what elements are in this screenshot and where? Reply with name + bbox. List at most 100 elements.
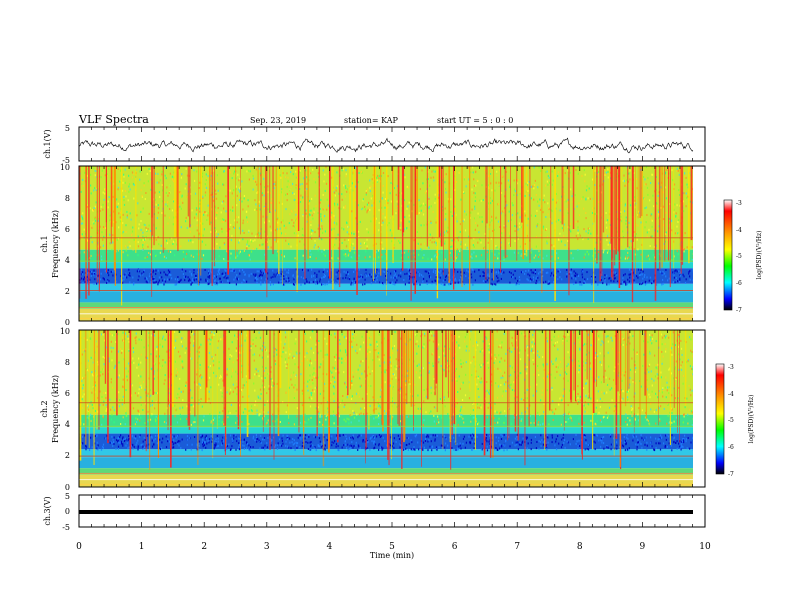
spectrogram-cell: [128, 340, 130, 343]
spectrogram-cell: [225, 210, 227, 213]
spectrogram-cell: [184, 276, 186, 278]
spectrogram-cell: [636, 421, 638, 424]
spectrogram-cell: [651, 342, 653, 345]
spectrogram-cell: [483, 247, 485, 250]
spectrogram-cell: [682, 421, 684, 424]
spectrogram-cell: [665, 231, 667, 234]
spectrogram-cell: [361, 171, 363, 174]
spectrogram-cell: [222, 274, 224, 277]
spectrogram-cell: [371, 178, 373, 181]
spectrogram-cell: [270, 283, 272, 286]
spectrogram-cell: [434, 279, 436, 282]
spectrogram-cell: [198, 187, 200, 189]
spectrogram-cell: [514, 240, 516, 242]
spectrogram-cell: [235, 410, 237, 412]
spectrogram-cell: [248, 275, 250, 278]
spectrogram-cell: [170, 274, 172, 277]
spectrogram-cell: [425, 190, 428, 193]
spectrogram-cell: [274, 275, 276, 278]
spectrogram-cell: [449, 252, 451, 254]
spectrogram-cell: [182, 251, 184, 253]
spectrogram-cell: [364, 283, 366, 286]
spectrogram-cell: [677, 345, 679, 348]
spectrogram-cell: [479, 404, 481, 407]
spectrogram-cell: [204, 269, 206, 271]
spectrogram-cell: [282, 283, 285, 286]
spectrogram-cell: [460, 247, 462, 250]
spectrogram-cell: [204, 191, 207, 194]
spectrogram-cell: [605, 234, 607, 237]
spectrogram-cell: [233, 278, 235, 281]
spectrogram-cell: [465, 361, 467, 364]
spectrogram-cell: [424, 191, 427, 194]
spectrogram-cell: [492, 230, 494, 232]
spectrogram-cell: [369, 343, 371, 346]
spectrogram-cell: [376, 416, 378, 419]
spectrogram-cell: [609, 241, 611, 244]
spectrogram-cell: [480, 377, 482, 380]
spectrogram-cell: [332, 385, 335, 388]
spectrogram-cell: [378, 168, 380, 171]
spectrogram-cell: [202, 196, 204, 199]
spectrogram-cell: [675, 212, 677, 215]
spectrogram-cell: [436, 422, 438, 425]
spectrogram-cell: [238, 187, 241, 190]
spectrogram-cell: [124, 274, 126, 277]
spectrogram-cell: [498, 184, 500, 187]
spectrogram-cell: [82, 384, 84, 387]
spectrogram-cell: [216, 242, 218, 245]
spectrogram-cell: [551, 244, 553, 247]
spectrogram-cell: [117, 249, 119, 252]
spectrogram-cell: [266, 421, 268, 424]
spectrogram-cell: [309, 209, 311, 212]
ch1-spec-ytick-4: 4: [65, 256, 70, 265]
spectrogram-cell: [186, 252, 188, 255]
spectrogram-cell: [293, 221, 295, 224]
spectrogram-cell: [214, 189, 217, 192]
spectrogram-cell: [567, 240, 569, 242]
spectrogram-cell: [604, 173, 607, 176]
spectrogram-cell: [432, 362, 434, 365]
spectrogram-cell: [392, 373, 394, 376]
spectrogram-cell: [162, 359, 164, 361]
spectrogram-cell: [677, 253, 679, 256]
spectrogram-cell: [542, 211, 544, 214]
spectrogram-cell: [246, 244, 248, 247]
spectrogram-cell: [621, 398, 623, 401]
spectrogram-cell: [351, 256, 353, 259]
spectrogram-cell: [534, 269, 536, 272]
spectrogram-cell: [626, 183, 628, 186]
spectrogram-cell: [380, 166, 382, 276]
spectrogram-cell: [664, 166, 666, 262]
spectrogram-cell: [563, 215, 565, 218]
spectrogram-cell: [338, 415, 340, 418]
spectrogram-cell: [457, 270, 459, 273]
spectrogram-cell: [262, 243, 265, 246]
spectrogram-cell: [563, 192, 565, 195]
spectrogram-cell: [426, 282, 428, 285]
spectrogram-cell: [623, 374, 625, 377]
spectrogram-cell: [432, 271, 434, 273]
spectrogram-cell: [602, 251, 604, 254]
spectrogram-cell: [133, 184, 135, 186]
spectrogram-cell: [308, 379, 311, 381]
spectrogram-cell: [259, 388, 262, 391]
spectrogram-cell: [474, 207, 476, 210]
spectrogram-cell: [231, 355, 233, 358]
spectrogram-cell: [680, 368, 683, 371]
spectrogram-cell: [428, 276, 431, 279]
ch1-spec-ytick-8: 8: [65, 194, 70, 203]
spectrogram-cell: [676, 270, 678, 273]
spectrogram-cell: [488, 275, 490, 278]
spectrogram-cell: [345, 255, 347, 258]
spectrogram-cell: [335, 414, 337, 417]
spectrogram-cell: [473, 251, 475, 254]
spectrogram-cell: [124, 423, 126, 426]
spectrogram-cell: [598, 338, 600, 341]
spectrogram-cell: [169, 271, 171, 274]
spectrogram-cell: [220, 280, 222, 283]
spectrogram-cell: [582, 344, 584, 347]
spectrogram-cell: [139, 274, 141, 277]
spectrogram-cell: [362, 360, 364, 362]
spectrogram-cell: [503, 225, 505, 228]
